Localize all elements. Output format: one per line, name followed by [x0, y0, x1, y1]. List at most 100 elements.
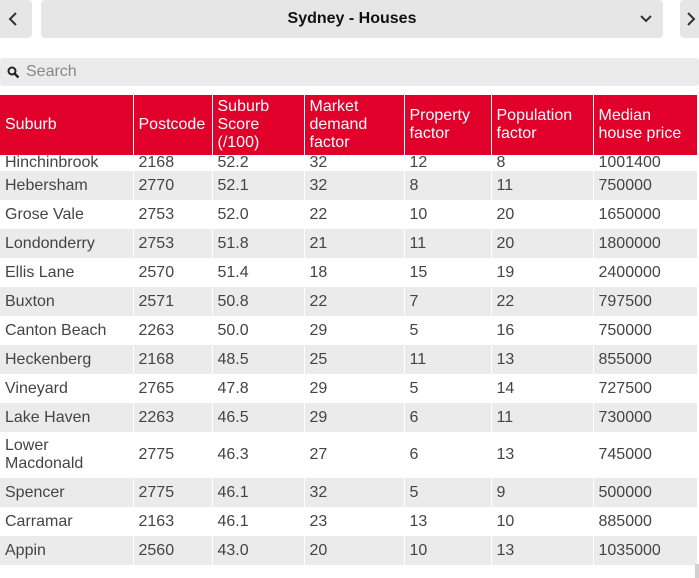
table-row[interactable]: Lower Macdonald 2775 46.3 27 6 13 745000: [0, 432, 697, 478]
column-header-population-factor[interactable]: Population factor: [491, 95, 594, 155]
cell-property-factor: 10: [404, 200, 492, 229]
column-header-suburb-score[interactable]: Suburb Score (/100): [212, 95, 305, 155]
cell-property-factor: 5: [404, 374, 492, 403]
cell-market-demand: 25: [304, 345, 405, 374]
next-button[interactable]: [680, 0, 699, 38]
cell-score: 46.1: [212, 478, 305, 507]
cell-postcode: 2775: [133, 478, 213, 507]
cell-property-factor: 12: [404, 155, 492, 171]
column-header-market-demand[interactable]: Market demand factor: [304, 95, 405, 155]
table-row[interactable]: Buxton 2571 50.8 22 7 22 797500: [0, 287, 697, 316]
suburb-table: Suburb Postcode Suburb Score (/100) Mark…: [0, 95, 697, 565]
cell-population-factor: 11: [491, 171, 594, 200]
cell-score: 47.8: [212, 374, 305, 403]
suburb-table-container: Suburb Postcode Suburb Score (/100) Mark…: [0, 95, 699, 578]
table-row[interactable]: Ellis Lane 2570 51.4 18 15 19 2400000: [0, 258, 697, 287]
table-body: Hinchinbrook 2168 52.2 32 12 8 1001400 Hebersha…: [0, 155, 697, 565]
cell-suburb: Appin: [0, 536, 134, 565]
cell-median-price: 500000: [593, 478, 697, 507]
cell-score: 52.2: [212, 155, 305, 171]
chevron-down-icon: [640, 15, 652, 23]
table-row[interactable]: Londonderry 2753 51.8 21 11 20 1800000: [0, 229, 697, 258]
cell-market-demand: 22: [304, 287, 405, 316]
cell-score: 51.8: [212, 229, 305, 258]
cell-market-demand: 22: [304, 200, 405, 229]
cell-property-factor: 5: [404, 478, 492, 507]
table-row[interactable]: Heckenberg 2168 48.5 25 11 13 855000: [0, 345, 697, 374]
column-header-property-factor[interactable]: Property factor: [404, 95, 492, 155]
cell-score: 46.5: [212, 403, 305, 432]
cell-score: 46.3: [212, 432, 305, 478]
cell-median-price: 855000: [593, 345, 697, 374]
previous-button[interactable]: [0, 0, 32, 38]
cell-score: 50.8: [212, 287, 305, 316]
cell-postcode: 2168: [133, 345, 213, 374]
cell-suburb: Vineyard: [0, 374, 134, 403]
cell-market-demand: 29: [304, 316, 405, 345]
cell-population-factor: 10: [491, 507, 594, 536]
cell-score: 46.1: [212, 507, 305, 536]
table-row[interactable]: Spencer 2775 46.1 32 5 9 500000: [0, 478, 697, 507]
cell-population-factor: 14: [491, 374, 594, 403]
top-bar: Sydney - Houses: [0, 0, 699, 38]
cell-suburb: Carramar: [0, 507, 134, 536]
table-row[interactable]: Hebersham 2770 52.1 32 8 11 750000: [0, 171, 697, 200]
cell-property-factor: 5: [404, 316, 492, 345]
cell-median-price: 1001400: [593, 155, 697, 171]
table-row[interactable]: Lake Haven 2263 46.5 29 6 11 730000: [0, 403, 697, 432]
cell-market-demand: 21: [304, 229, 405, 258]
cell-score: 51.4: [212, 258, 305, 287]
cell-postcode: 2775: [133, 432, 213, 478]
cell-market-demand: 32: [304, 478, 405, 507]
chevron-left-icon: [8, 12, 17, 26]
cell-property-factor: 13: [404, 507, 492, 536]
cell-median-price: 727500: [593, 374, 697, 403]
search-bar: [0, 58, 699, 86]
cell-postcode: 2570: [133, 258, 213, 287]
cell-postcode: 2263: [133, 316, 213, 345]
cell-postcode: 2263: [133, 403, 213, 432]
table-row[interactable]: Vineyard 2765 47.8 29 5 14 727500: [0, 374, 697, 403]
cell-population-factor: 13: [491, 536, 594, 565]
cell-suburb: Londonderry: [0, 229, 134, 258]
cell-postcode: 2560: [133, 536, 213, 565]
cell-median-price: 1800000: [593, 229, 697, 258]
scrollbar[interactable]: [695, 564, 699, 578]
search-input[interactable]: [26, 58, 686, 86]
cell-market-demand: 29: [304, 403, 405, 432]
cell-suburb: Lake Haven: [0, 403, 134, 432]
search-icon: [7, 66, 20, 79]
cell-median-price: 885000: [593, 507, 697, 536]
cell-postcode: 2765: [133, 374, 213, 403]
table-row[interactable]: Canton Beach 2263 50.0 29 5 16 750000: [0, 316, 697, 345]
cell-suburb: Buxton: [0, 287, 134, 316]
cell-market-demand: 27: [304, 432, 405, 478]
cell-market-demand: 18: [304, 258, 405, 287]
table-row[interactable]: Appin 2560 43.0 20 10 13 1035000: [0, 536, 697, 565]
column-header-postcode[interactable]: Postcode: [133, 95, 213, 155]
cell-suburb: Grose Vale: [0, 200, 134, 229]
category-select[interactable]: Sydney - Houses: [41, 0, 663, 38]
cell-median-price: 745000: [593, 432, 697, 478]
cell-population-factor: 22: [491, 287, 594, 316]
cell-suburb: Lower Macdonald: [0, 432, 134, 478]
cell-median-price: 730000: [593, 403, 697, 432]
cell-score: 48.5: [212, 345, 305, 374]
table-row[interactable]: Carramar 2163 46.1 23 13 10 885000: [0, 507, 697, 536]
cell-suburb: Heckenberg: [0, 345, 134, 374]
cell-population-factor: 20: [491, 229, 594, 258]
column-header-median-price[interactable]: Median house price: [593, 95, 697, 155]
cell-property-factor: 6: [404, 432, 492, 478]
cell-median-price: 750000: [593, 171, 697, 200]
cell-postcode: 2770: [133, 171, 213, 200]
chevron-right-icon: [687, 12, 696, 26]
table-header-row: Suburb Postcode Suburb Score (/100) Mark…: [0, 95, 697, 155]
cell-score: 50.0: [212, 316, 305, 345]
cell-property-factor: 6: [404, 403, 492, 432]
table-row[interactable]: Grose Vale 2753 52.0 22 10 20 1650000: [0, 200, 697, 229]
table-row[interactable]: Hinchinbrook 2168 52.2 32 12 8 1001400: [0, 155, 697, 171]
cell-property-factor: 15: [404, 258, 492, 287]
cell-median-price: 1035000: [593, 536, 697, 565]
cell-market-demand: 32: [304, 155, 405, 171]
column-header-suburb[interactable]: Suburb: [0, 95, 134, 155]
